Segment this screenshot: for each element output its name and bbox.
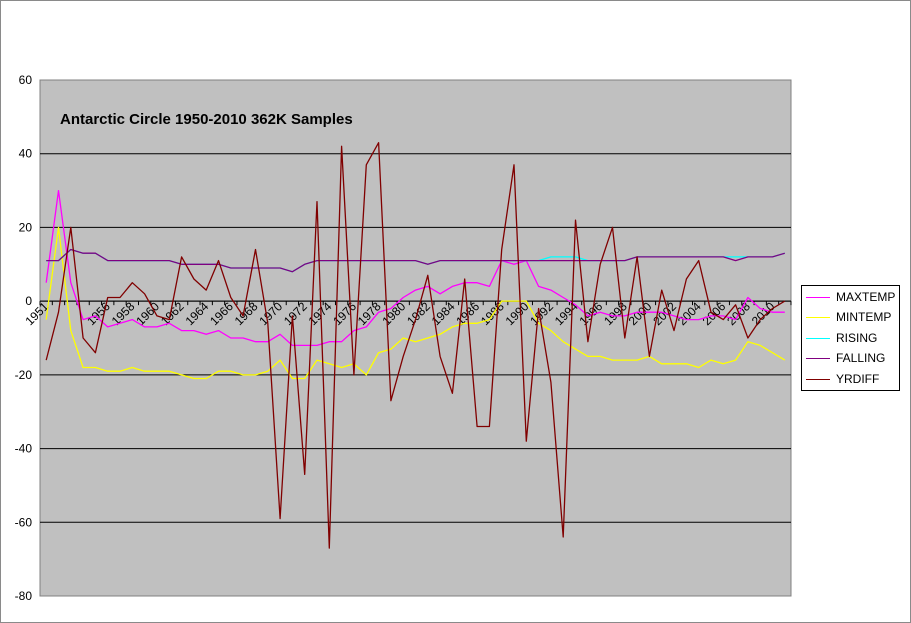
legend-swatch-falling <box>806 358 830 359</box>
legend-swatch-rising <box>806 338 830 339</box>
y-tick-label: 60 <box>19 73 33 87</box>
legend-item-rising: RISING <box>806 329 900 347</box>
legend-label-rising: RISING <box>836 331 878 345</box>
legend-item-mintemp: MINTEMP <box>806 308 900 326</box>
legend-item-yrdiff: YRDIFF <box>806 370 900 388</box>
legend-label-maxtemp: MAXTEMP <box>836 290 896 304</box>
series-line-falling <box>46 248 785 273</box>
chart-title: Antarctic Circle 1950-2010 362K Samples <box>60 111 353 128</box>
y-tick-label: -20 <box>15 368 33 382</box>
legend-swatch-mintemp <box>806 317 830 318</box>
legend-label-yrdiff: YRDIFF <box>836 372 880 386</box>
series-lines <box>45 142 786 549</box>
series-line-yrdiff <box>45 142 786 549</box>
y-tick-label: 40 <box>19 147 33 161</box>
series-line-maxtemp <box>45 189 785 347</box>
y-tick-label: -60 <box>15 515 33 529</box>
legend-label-mintemp: MINTEMP <box>836 310 892 324</box>
series-line-mintemp <box>45 226 786 380</box>
plot-area <box>39 79 792 597</box>
y-tick-label: -40 <box>15 442 33 456</box>
legend: MAXTEMP MINTEMP RISING FALLING YRDIFF <box>801 285 900 391</box>
legend-label-falling: FALLING <box>836 351 886 365</box>
legend-swatch-yrdiff <box>806 379 830 380</box>
legend-item-falling: FALLING <box>806 349 900 367</box>
y-tick-label: 20 <box>19 220 33 234</box>
legend-item-maxtemp: MAXTEMP <box>806 288 900 306</box>
y-axis: 60 40 20 0 -20 -40 -60 -80 <box>15 73 33 603</box>
y-tick-label: 0 <box>25 294 32 308</box>
legend-swatch-maxtemp <box>806 297 830 298</box>
y-tick-label: -80 <box>15 589 33 603</box>
